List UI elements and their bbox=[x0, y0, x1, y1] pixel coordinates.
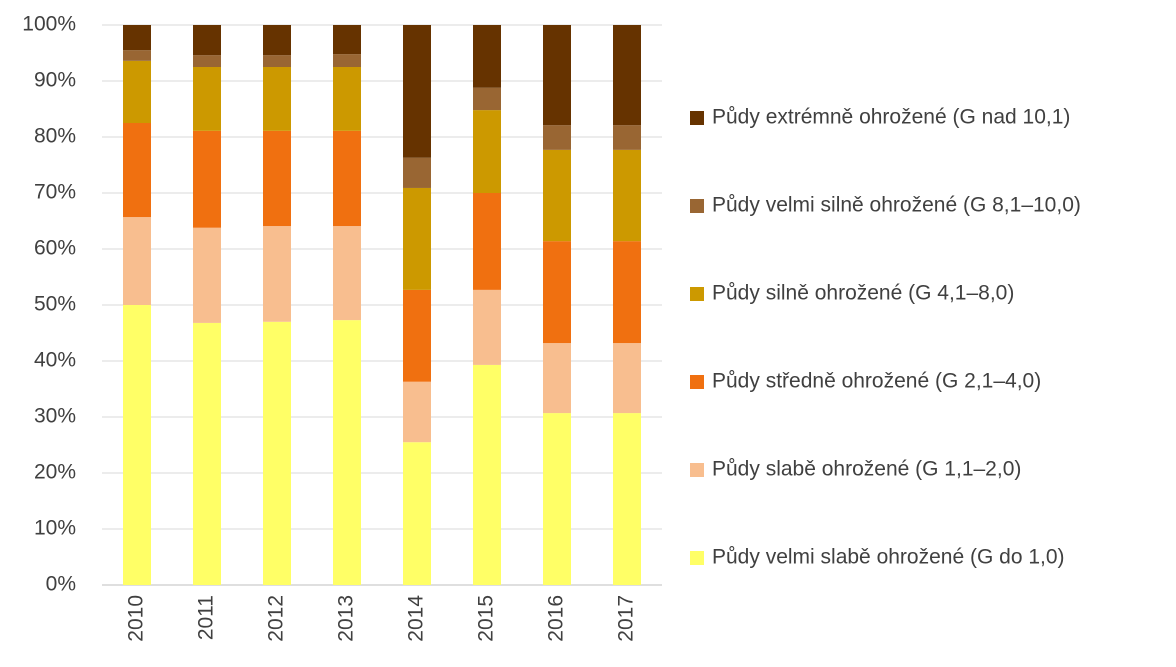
bar-segment bbox=[333, 25, 361, 55]
bar-segment bbox=[123, 50, 151, 61]
legend-label: Půdy slabě ohrožené (G 1,1–2,0) bbox=[712, 458, 1021, 481]
x-tick-label: 2012 bbox=[265, 595, 288, 642]
legend-label: Půdy silně ohrožené (G 4,1–8,0) bbox=[712, 282, 1014, 305]
bar-segment bbox=[403, 157, 431, 188]
bar-segment bbox=[543, 343, 571, 414]
legend-swatch bbox=[690, 551, 704, 565]
bar-segment bbox=[473, 87, 501, 111]
bar-segment bbox=[123, 123, 151, 218]
bar-segment bbox=[193, 322, 221, 585]
bar-segment bbox=[193, 67, 221, 131]
y-tick-label: 20% bbox=[34, 461, 76, 484]
bar-segment bbox=[193, 227, 221, 323]
bar-segment bbox=[263, 55, 291, 67]
bar-segment bbox=[123, 305, 151, 585]
bar-segment bbox=[473, 25, 501, 88]
bar-segment bbox=[403, 289, 431, 382]
legend-label: Půdy extrémně ohrožené (G nad 10,1) bbox=[712, 106, 1070, 129]
bar-segment bbox=[263, 25, 291, 56]
bar-segment bbox=[333, 226, 361, 321]
bar-segment bbox=[403, 381, 431, 443]
bar-segment bbox=[543, 149, 571, 242]
legend-swatch bbox=[690, 111, 704, 125]
bar-segment bbox=[193, 130, 221, 228]
y-tick-label: 50% bbox=[34, 293, 76, 316]
x-tick-label: 2015 bbox=[475, 595, 498, 642]
x-tick-label: 2010 bbox=[125, 595, 148, 642]
bar-segment bbox=[333, 54, 361, 67]
bar-segment bbox=[333, 130, 361, 227]
x-tick-label: 2016 bbox=[545, 595, 568, 642]
y-tick-label: 100% bbox=[22, 13, 76, 36]
bar-segment bbox=[333, 320, 361, 585]
bar-segment bbox=[403, 25, 431, 158]
bar-segment bbox=[613, 343, 641, 414]
bar-segment bbox=[473, 289, 501, 365]
bar-segment bbox=[263, 130, 291, 227]
legend-label: Půdy velmi slabě ohrožené (G do 1,0) bbox=[712, 546, 1065, 569]
bar-segment bbox=[543, 125, 571, 150]
legend-swatch bbox=[690, 199, 704, 213]
bar-segment bbox=[123, 217, 151, 305]
x-tick-label: 2013 bbox=[335, 595, 358, 642]
bar-segment bbox=[333, 67, 361, 131]
bar-segment bbox=[543, 413, 571, 585]
bar-segment bbox=[613, 241, 641, 344]
y-tick-label: 0% bbox=[46, 573, 76, 596]
legend-label: Půdy velmi silně ohrožené (G 8,1–10,0) bbox=[712, 194, 1081, 217]
bar-segment bbox=[403, 187, 431, 290]
y-tick-label: 30% bbox=[34, 405, 76, 428]
bar-segment bbox=[193, 25, 221, 56]
x-tick-label: 2011 bbox=[195, 595, 218, 640]
y-tick-label: 80% bbox=[34, 125, 76, 148]
x-tick-label: 2014 bbox=[405, 595, 428, 642]
bar-segment bbox=[613, 25, 641, 126]
bar-segment bbox=[473, 364, 501, 585]
bar-segment bbox=[263, 67, 291, 131]
y-tick-label: 90% bbox=[34, 69, 76, 92]
y-tick-label: 40% bbox=[34, 349, 76, 372]
bar-segment bbox=[543, 241, 571, 344]
bar-segment bbox=[613, 125, 641, 150]
bar-segment bbox=[543, 25, 571, 126]
legend-swatch bbox=[690, 287, 704, 301]
legend-label: Půdy středně ohrožené (G 2,1–4,0) bbox=[712, 370, 1041, 393]
bar-segment bbox=[613, 149, 641, 242]
y-tick-label: 10% bbox=[34, 517, 76, 540]
bar-segment bbox=[473, 193, 501, 290]
bar-segment bbox=[263, 321, 291, 585]
y-tick-label: 60% bbox=[34, 237, 76, 260]
bar-segment bbox=[263, 226, 291, 322]
bar-segment bbox=[123, 25, 151, 51]
bar-segment bbox=[473, 110, 501, 193]
bar-segment bbox=[123, 60, 151, 123]
bar-segment bbox=[613, 413, 641, 585]
x-tick-label: 2017 bbox=[615, 595, 638, 642]
bar-segment bbox=[193, 55, 221, 67]
y-tick-label: 70% bbox=[34, 181, 76, 204]
bar-segment bbox=[403, 442, 431, 585]
legend-swatch bbox=[690, 463, 704, 477]
legend-swatch bbox=[690, 375, 704, 389]
